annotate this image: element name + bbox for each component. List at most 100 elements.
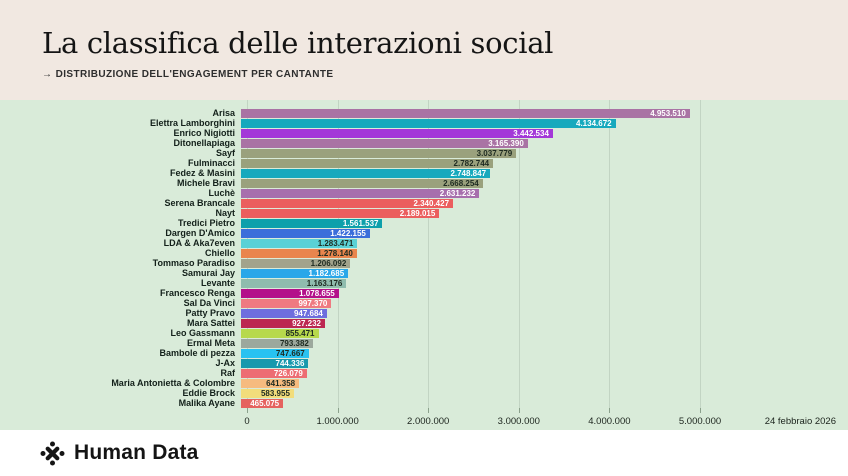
chart-row: Dargen D'Amico 1.422.155 [0, 228, 848, 238]
chart-row: Ermal Meta 793.382 [0, 338, 848, 348]
bar-track: 747.667 [241, 348, 842, 358]
footer: Human Data [0, 430, 848, 476]
artist-label: Arisa [212, 108, 235, 118]
bar-value-label: 1.561.537 [342, 218, 379, 228]
chart-row: Tommaso Paradiso 1.206.092 [0, 258, 848, 268]
bar: 927.232 [241, 318, 325, 328]
bar-value-label: 997.370 [298, 298, 328, 308]
bar-track: 2.340.427 [241, 198, 842, 208]
bar-value-label: 641.358 [266, 378, 296, 388]
bar-value-label: 744.336 [275, 358, 305, 368]
chart-row: Chiello 1.278.140 [0, 248, 848, 258]
chart-row: Malika Ayane 465.075 [0, 398, 848, 408]
bar-track: 2.631.232 [241, 188, 842, 198]
bar-value-label: 2.782.744 [453, 158, 490, 168]
artist-label: Patty Pravo [185, 308, 235, 318]
chart-row: LDA & Aka7even 1.283.471 [0, 238, 848, 248]
artist-label: Sayf [215, 148, 235, 158]
bar: 2.189.015 [241, 208, 440, 218]
bar-track: 1.422.155 [241, 228, 842, 238]
artist-label: Malika Ayane [178, 398, 235, 408]
date-label: 24 febbraio 2026 [764, 416, 836, 427]
bar-track: 927.232 [241, 318, 842, 328]
bar: 4.953.510 [241, 108, 690, 118]
artist-label: LDA & Aka7even [163, 238, 235, 248]
chart-row: Mara Sattei 927.232 [0, 318, 848, 328]
bar-track: 3.165.390 [241, 138, 842, 148]
bar-track: 997.370 [241, 298, 842, 308]
axis-tick-label: 1.000.000 [316, 416, 359, 427]
bar-track: 2.189.015 [241, 208, 842, 218]
bar-track: 4.134.672 [241, 118, 842, 128]
bar-track: 3.442.534 [241, 128, 842, 138]
chart-row: Fulminacci 2.782.744 [0, 158, 848, 168]
bar: 1.278.140 [241, 248, 357, 258]
bar: 3.165.390 [241, 138, 528, 148]
bar-track: 1.182.685 [241, 268, 842, 278]
artist-label: Fedez & Masini [169, 168, 235, 178]
bar-track: 726.079 [241, 368, 842, 378]
bar-track: 583.955 [241, 388, 842, 398]
bar: 2.631.232 [241, 188, 480, 198]
artist-label: Ermal Meta [186, 338, 235, 348]
bar-value-label: 3.442.534 [513, 128, 549, 138]
bar: 1.283.471 [241, 238, 358, 248]
bar-value-label: 747.667 [275, 348, 305, 358]
bar: 2.668.254 [241, 178, 483, 188]
axis-tick [428, 408, 430, 413]
artist-label: Nayt [215, 208, 235, 218]
artist-label: Levante [200, 278, 235, 288]
bar-track: 1.206.092 [241, 258, 842, 268]
bar: 2.748.847 [241, 168, 491, 178]
bar-track: 793.382 [241, 338, 842, 348]
chart-row: Enrico Nigiotti 3.442.534 [0, 128, 848, 138]
chart-row: Arisa 4.953.510 [0, 108, 848, 118]
bar-value-label: 927.232 [292, 318, 321, 328]
artist-label: Michele Bravi [176, 178, 235, 188]
bar-track: 1.078.655 [241, 288, 842, 298]
chart-row: Levante 1.163.176 [0, 278, 848, 288]
bar-value-label: 4.953.510 [650, 108, 686, 118]
bar: 1.182.685 [241, 268, 349, 278]
bar: 4.134.672 [241, 118, 616, 128]
chart-row: Sayf 3.037.779 [0, 148, 848, 158]
axis-tick-label: 0 [244, 416, 250, 427]
bar: 3.037.779 [241, 148, 517, 158]
chart-row: Ditonellapiaga 3.165.390 [0, 138, 848, 148]
bar-track: 1.561.537 [241, 218, 842, 228]
artist-label: Eddie Brock [182, 388, 235, 398]
bar-value-label: 583.955 [260, 388, 290, 398]
artist-label: Fulminacci [187, 158, 235, 168]
chart-row: Samurai Jay 1.182.685 [0, 268, 848, 278]
bar-value-label: 4.134.672 [576, 118, 612, 128]
bar-track: 2.782.744 [241, 158, 842, 168]
bar: 3.442.534 [241, 128, 553, 138]
chart-row: Sal Da Vinci 997.370 [0, 298, 848, 308]
bar-chart: 0 1.000.000 2.000.000 3.000.000 4.000.000 5.0… [0, 100, 848, 430]
header: La classifica delle interazioni social →… [0, 0, 848, 100]
artist-label: Serena Brancale [164, 198, 235, 208]
bar-value-label: 2.189.015 [399, 208, 436, 218]
bar: 1.078.655 [241, 288, 339, 298]
bar-value-label: 1.163.176 [306, 278, 343, 288]
chart-row: Eddie Brock 583.955 [0, 388, 848, 398]
bar-track: 2.748.847 [241, 168, 842, 178]
axis-tick-label: 3.000.000 [497, 416, 540, 427]
chart-row: Tredici Pietro 1.561.537 [0, 218, 848, 228]
bar: 641.358 [241, 378, 300, 388]
bar-track: 1.278.140 [241, 248, 842, 258]
bar-track: 1.163.176 [241, 278, 842, 288]
chart-row: Michele Bravi 2.668.254 [0, 178, 848, 188]
chart-row: Nayt 2.189.015 [0, 208, 848, 218]
artist-label: Raf [220, 368, 235, 378]
bar-track: 4.953.510 [241, 108, 842, 118]
bar-value-label: 3.165.390 [488, 138, 524, 148]
bar-value-label: 793.382 [279, 338, 309, 348]
bar-value-label: 855.471 [285, 328, 315, 338]
axis-tick-label: 5.000.000 [678, 416, 722, 427]
page-title: La classifica delle interazioni social [42, 26, 554, 60]
axis-tick [518, 408, 520, 413]
bar: 1.206.092 [241, 258, 351, 268]
axis-tick-label: 4.000.000 [588, 416, 631, 427]
page-subtitle: → DISTRIBUZIONE DELL'ENGAGEMENT PER CANT… [42, 69, 334, 80]
